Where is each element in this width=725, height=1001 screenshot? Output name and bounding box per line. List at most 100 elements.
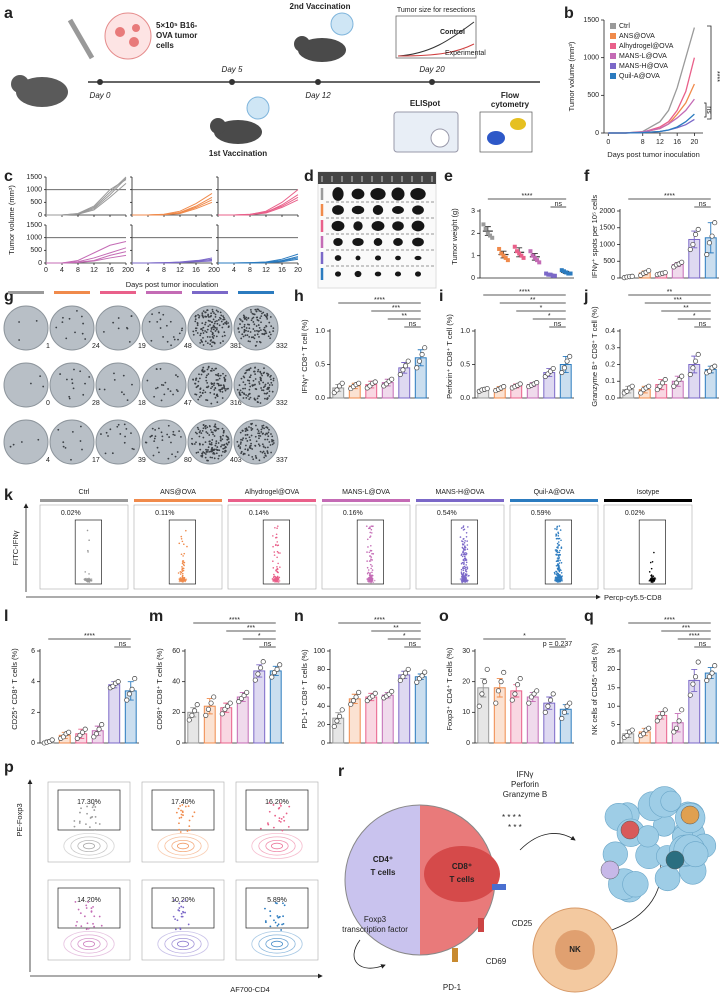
- contour: [171, 840, 195, 853]
- spot: [222, 318, 225, 321]
- spot: [207, 366, 210, 369]
- spot: [248, 436, 251, 439]
- spot: [271, 435, 274, 438]
- event: [650, 567, 653, 570]
- spot: [266, 398, 269, 401]
- y-tick-label: 0: [595, 130, 599, 137]
- spot: [197, 428, 200, 431]
- immune-cell: [665, 850, 685, 870]
- spot: [216, 395, 219, 397]
- tumor: [414, 271, 422, 277]
- spot: [199, 332, 202, 335]
- spot: [236, 388, 239, 391]
- data-point: [400, 367, 406, 373]
- data-point: [624, 733, 630, 739]
- sig-label: ***: [392, 305, 400, 312]
- spot: [159, 327, 162, 329]
- event: [464, 546, 467, 549]
- vaccination-label: 2nd Vaccination: [290, 2, 351, 11]
- spot: [243, 318, 246, 320]
- cytokine-label: Granzyme B: [503, 790, 547, 799]
- event: [90, 911, 93, 913]
- data-point: [493, 700, 499, 706]
- spot: [79, 425, 82, 428]
- event: [459, 578, 462, 580]
- spot: [247, 340, 250, 342]
- tumor: [412, 237, 424, 247]
- event: [461, 561, 464, 564]
- sig-label: ****: [522, 193, 533, 200]
- nucleus: [424, 846, 500, 902]
- event: [94, 815, 97, 818]
- spot: [240, 337, 243, 340]
- y-axis-label: NK cells of CD45⁺ cells (%): [590, 643, 599, 735]
- spot: [176, 390, 179, 393]
- cell-dish: [104, 12, 152, 60]
- well: [3, 305, 49, 351]
- event: [86, 579, 89, 582]
- x-tick-label: 0: [130, 267, 134, 274]
- event: [369, 572, 371, 574]
- spot: [259, 310, 262, 313]
- event: [366, 551, 368, 553]
- event: [649, 561, 652, 564]
- event: [182, 910, 184, 913]
- event: [279, 802, 282, 805]
- marker-label: PD-1: [443, 983, 462, 992]
- event: [276, 541, 279, 543]
- spot: [204, 441, 207, 444]
- spot: [215, 309, 218, 312]
- event: [91, 806, 94, 809]
- data-point: [356, 380, 362, 386]
- spot: [254, 444, 257, 447]
- spot: [218, 324, 221, 327]
- spot: [198, 373, 200, 376]
- event: [274, 576, 277, 578]
- event: [183, 552, 186, 555]
- event: [182, 814, 184, 817]
- x-tick-label: 4: [146, 267, 150, 274]
- event: [282, 902, 284, 905]
- spot: [197, 313, 199, 316]
- data-point: [690, 241, 696, 248]
- data-point: [535, 258, 540, 263]
- event: [187, 805, 190, 808]
- contour: [83, 940, 96, 948]
- spot: [113, 378, 116, 381]
- event: [272, 804, 275, 806]
- y-tick-label: 500: [587, 92, 599, 99]
- spot: [210, 345, 213, 348]
- data-point: [695, 351, 701, 358]
- spot: [192, 378, 195, 381]
- elispot-plate: [393, 111, 459, 153]
- spot: [173, 338, 176, 341]
- spot: [262, 450, 265, 453]
- event: [272, 535, 274, 537]
- event: [653, 551, 655, 554]
- cell: [132, 24, 140, 32]
- spot: [249, 374, 252, 377]
- event: [366, 560, 368, 562]
- spot: [70, 458, 72, 461]
- spot: [218, 316, 221, 319]
- tumor: [332, 187, 344, 201]
- spot: [212, 449, 215, 452]
- spot: [72, 387, 75, 390]
- spot: [197, 451, 200, 454]
- event: [176, 919, 179, 922]
- event: [184, 899, 187, 901]
- data-point: [260, 659, 266, 665]
- spot: [172, 433, 175, 436]
- axis: [217, 177, 298, 216]
- spot: [203, 452, 206, 454]
- tumor: [353, 221, 363, 231]
- spot: [253, 337, 256, 340]
- spot: [201, 454, 204, 457]
- event: [85, 823, 87, 826]
- population: [510, 118, 526, 130]
- spot: [207, 313, 210, 316]
- event: [367, 569, 370, 571]
- spot: [244, 444, 247, 447]
- event: [75, 924, 77, 927]
- data-point: [353, 694, 359, 700]
